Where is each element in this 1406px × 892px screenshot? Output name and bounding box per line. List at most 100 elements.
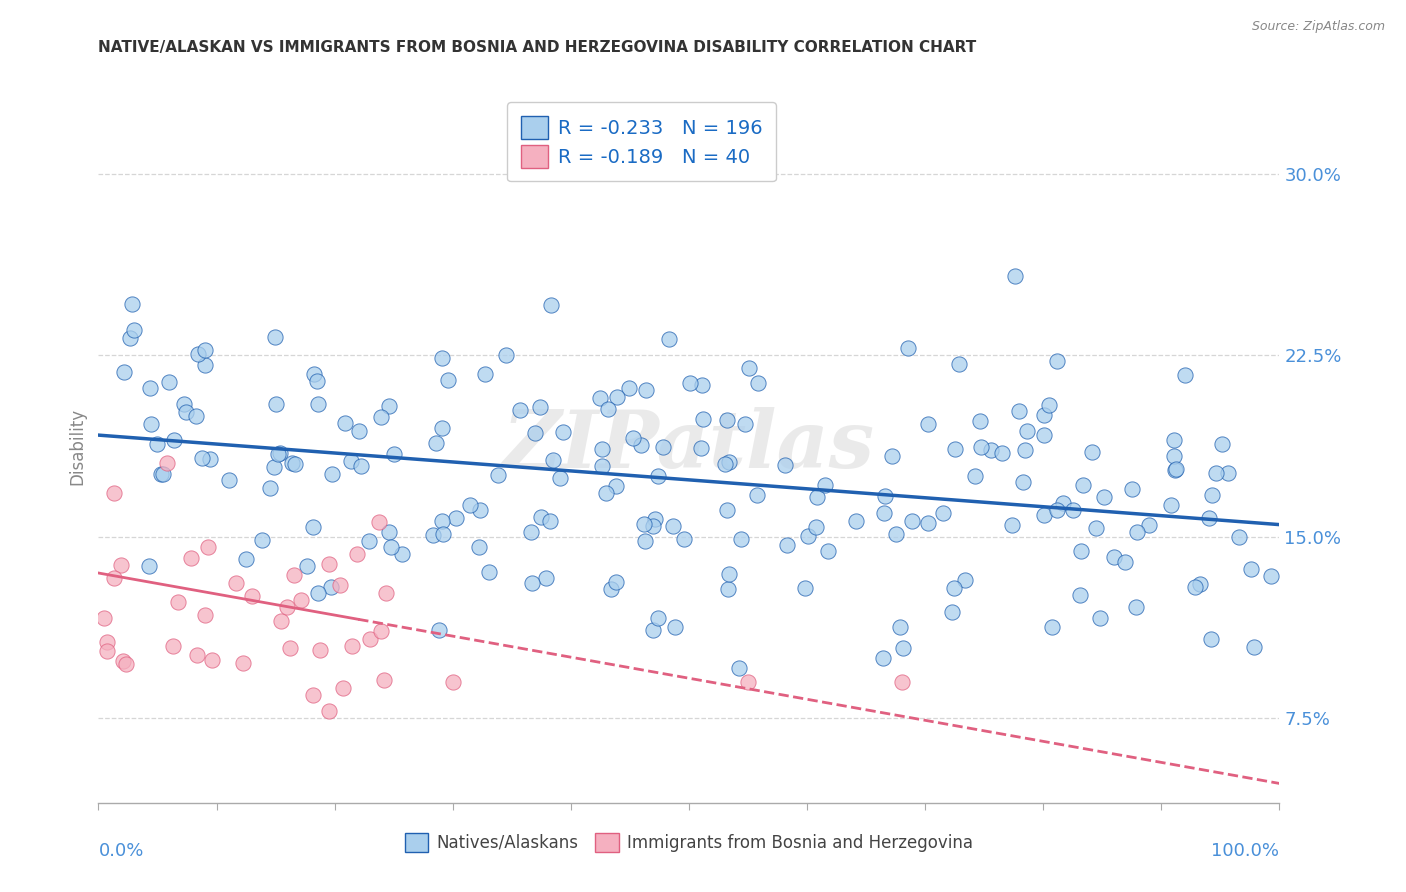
Point bbox=[969, 441, 991, 455]
Point bbox=[814, 478, 837, 492]
Point bbox=[652, 440, 675, 454]
Point bbox=[633, 516, 655, 531]
Point bbox=[1032, 409, 1054, 423]
Point bbox=[194, 358, 217, 372]
Point bbox=[1184, 580, 1206, 594]
Point bbox=[319, 580, 342, 594]
Point bbox=[932, 506, 955, 520]
Point bbox=[619, 381, 641, 395]
Point bbox=[692, 412, 714, 426]
Point bbox=[538, 514, 561, 528]
Point bbox=[1260, 569, 1282, 583]
Y-axis label: Disability: Disability bbox=[69, 408, 87, 484]
Point bbox=[943, 581, 966, 595]
Point bbox=[658, 333, 681, 347]
Point bbox=[509, 402, 531, 417]
Point bbox=[1011, 475, 1033, 490]
Point bbox=[714, 457, 737, 471]
Point bbox=[1062, 503, 1084, 517]
Point bbox=[1092, 490, 1115, 504]
Point bbox=[519, 525, 541, 540]
Point bbox=[529, 400, 551, 414]
Point bbox=[429, 624, 451, 638]
Point bbox=[891, 640, 914, 655]
Point bbox=[425, 436, 447, 450]
Point bbox=[422, 527, 444, 541]
Point bbox=[953, 574, 976, 588]
Point bbox=[1004, 269, 1026, 284]
Point bbox=[328, 577, 350, 591]
Point bbox=[1114, 555, 1136, 569]
Text: ZIPatlas: ZIPatlas bbox=[503, 408, 875, 484]
Point bbox=[225, 576, 247, 591]
Point bbox=[606, 390, 628, 404]
Point bbox=[368, 515, 391, 529]
Point bbox=[321, 467, 343, 481]
Point bbox=[621, 431, 644, 445]
Point bbox=[200, 452, 222, 467]
Point bbox=[430, 514, 453, 528]
Point bbox=[152, 467, 174, 481]
Point bbox=[115, 657, 138, 672]
Point bbox=[138, 381, 160, 395]
Point bbox=[194, 343, 217, 357]
Point bbox=[156, 456, 179, 470]
Point bbox=[718, 455, 741, 469]
Point bbox=[191, 450, 214, 465]
Point bbox=[873, 506, 896, 520]
Point bbox=[382, 447, 405, 461]
Point bbox=[717, 566, 740, 581]
Point bbox=[269, 446, 291, 460]
Point bbox=[797, 529, 820, 543]
Point bbox=[270, 615, 292, 629]
Point bbox=[346, 547, 368, 561]
Point bbox=[1188, 576, 1211, 591]
Text: Source: ZipAtlas.com: Source: ZipAtlas.com bbox=[1251, 20, 1385, 33]
Point bbox=[305, 374, 328, 388]
Point bbox=[1046, 503, 1069, 517]
Point bbox=[589, 391, 612, 405]
Point bbox=[93, 611, 115, 625]
Point bbox=[886, 526, 908, 541]
Point bbox=[373, 673, 395, 687]
Point bbox=[1014, 442, 1036, 457]
Point bbox=[1199, 632, 1222, 646]
Point bbox=[595, 485, 617, 500]
Point bbox=[806, 520, 828, 534]
Point bbox=[333, 416, 356, 430]
Point bbox=[186, 648, 208, 663]
Point bbox=[276, 599, 298, 614]
Point bbox=[965, 468, 987, 483]
Point bbox=[302, 689, 325, 703]
Point bbox=[1137, 518, 1160, 533]
Point bbox=[290, 593, 312, 607]
Point bbox=[716, 503, 738, 517]
Point bbox=[103, 486, 125, 500]
Point bbox=[357, 534, 380, 549]
Point bbox=[437, 373, 460, 387]
Point bbox=[444, 510, 467, 524]
Point bbox=[901, 514, 924, 528]
Point bbox=[794, 582, 817, 596]
Point bbox=[278, 641, 301, 656]
Point bbox=[641, 519, 664, 533]
Point bbox=[599, 582, 621, 596]
Point bbox=[120, 331, 142, 345]
Point bbox=[806, 490, 828, 504]
Point bbox=[468, 540, 491, 554]
Point bbox=[980, 442, 1002, 457]
Point bbox=[664, 620, 686, 634]
Point bbox=[889, 620, 911, 634]
Point bbox=[495, 348, 517, 362]
Text: 100.0%: 100.0% bbox=[1212, 842, 1279, 860]
Point bbox=[917, 417, 939, 431]
Point bbox=[267, 447, 290, 461]
Point bbox=[391, 547, 413, 561]
Point bbox=[332, 681, 354, 695]
Point bbox=[339, 454, 361, 468]
Point bbox=[643, 623, 665, 637]
Point bbox=[96, 634, 118, 648]
Point bbox=[1046, 354, 1069, 368]
Point bbox=[690, 377, 713, 392]
Point bbox=[1069, 587, 1091, 601]
